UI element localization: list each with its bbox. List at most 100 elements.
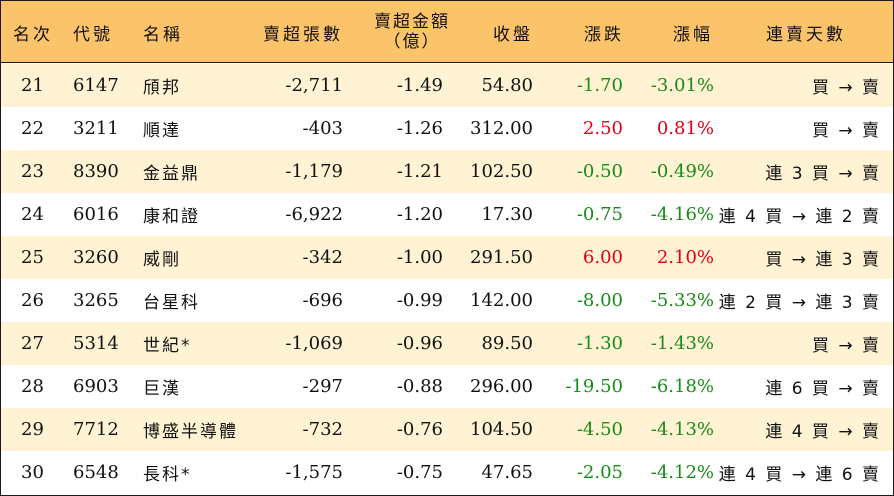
table-row: 30 6548 長科* -1,575 -0.75 47.65 -2.05 -4.12% 連 4 … bbox=[1, 451, 893, 494]
cell-net-sell-lots: -1,575 bbox=[285, 462, 343, 483]
table-row: 22 3211 順達 -403 -1.26 312.00 2.50 0.81% 買 → 賣 bbox=[1, 107, 893, 150]
cell-net-sell-lots: -403 bbox=[302, 118, 343, 139]
cell-rank: 25 bbox=[21, 247, 44, 268]
cell-close: 54.80 bbox=[481, 75, 533, 96]
cell-rank: 23 bbox=[21, 161, 44, 182]
cell-code: 3211 bbox=[73, 118, 119, 139]
cell-net-sell-amount: -0.99 bbox=[396, 290, 443, 311]
header-streak: 連賣天數 bbox=[766, 24, 846, 45]
cell-net-sell-amount: -1.21 bbox=[396, 161, 443, 182]
cell-code: 6548 bbox=[73, 462, 119, 483]
cell-name: 頎邦 bbox=[143, 78, 181, 98]
cell-rank: 28 bbox=[21, 376, 44, 397]
cell-net-sell-amount: -1.49 bbox=[396, 75, 443, 96]
header-net-sell-amount: 賣超金額 （億） bbox=[367, 1, 457, 63]
cell-rank: 29 bbox=[21, 419, 44, 440]
cell-net-sell-amount: -0.96 bbox=[396, 333, 443, 354]
table-row: 25 3260 威剛 -342 -1.00 291.50 6.00 2.10% 買 → 連 3 … bbox=[1, 236, 893, 279]
table-row: 29 7712 博盛半導體 -732 -0.76 104.50 -4.50 -4.13% 連 4… bbox=[1, 408, 893, 451]
cell-rank: 22 bbox=[21, 118, 44, 139]
cell-streak: 連 4 買 → 賣 bbox=[765, 422, 881, 442]
cell-net-sell-lots: -2,711 bbox=[285, 75, 343, 96]
cell-change: -1.30 bbox=[576, 333, 623, 354]
cell-close: 291.50 bbox=[470, 247, 533, 268]
header-net-sell-lots: 賣超張數 bbox=[263, 24, 343, 45]
cell-net-sell-lots: -732 bbox=[302, 419, 343, 440]
cell-change-pct: -6.18% bbox=[650, 376, 714, 397]
cell-net-sell-lots: -342 bbox=[302, 247, 343, 268]
cell-close: 104.50 bbox=[470, 419, 533, 440]
header-rank: 名次 bbox=[13, 24, 53, 45]
cell-streak: 買 → 賣 bbox=[811, 121, 881, 141]
cell-rank: 24 bbox=[21, 204, 44, 225]
cell-name: 長科* bbox=[143, 465, 192, 485]
cell-name: 巨漢 bbox=[143, 379, 181, 399]
cell-net-sell-amount: -1.00 bbox=[396, 247, 443, 268]
cell-name: 博盛半導體 bbox=[143, 422, 238, 442]
cell-net-sell-lots: -297 bbox=[302, 376, 343, 397]
cell-rank: 26 bbox=[21, 290, 44, 311]
cell-streak: 連 4 買 → 連 2 賣 bbox=[718, 207, 881, 227]
cell-net-sell-amount: -0.88 bbox=[396, 376, 443, 397]
cell-change-pct: 2.10% bbox=[656, 247, 714, 268]
cell-close: 47.65 bbox=[481, 462, 533, 483]
cell-net-sell-lots: -6,922 bbox=[285, 204, 343, 225]
cell-streak: 連 3 買 → 賣 bbox=[765, 164, 881, 184]
cell-close: 142.00 bbox=[470, 290, 533, 311]
table-row: 24 6016 康和證 -6,922 -1.20 17.30 -0.75 -4.16% 連 4 … bbox=[1, 193, 893, 236]
cell-streak: 買 → 連 3 賣 bbox=[765, 250, 881, 270]
cell-code: 3260 bbox=[73, 247, 119, 268]
cell-net-sell-lots: -1,069 bbox=[285, 333, 343, 354]
cell-name: 台星科 bbox=[143, 293, 200, 313]
cell-code: 6016 bbox=[73, 204, 119, 225]
cell-name: 威剛 bbox=[143, 250, 181, 270]
cell-code: 5314 bbox=[73, 333, 119, 354]
cell-close: 102.50 bbox=[470, 161, 533, 182]
header-close: 收盤 bbox=[493, 24, 533, 45]
cell-change: -1.70 bbox=[576, 75, 623, 96]
cell-close: 312.00 bbox=[470, 118, 533, 139]
cell-change-pct: -3.01% bbox=[650, 75, 714, 96]
cell-change: -0.50 bbox=[576, 161, 623, 182]
cell-change: -0.75 bbox=[576, 204, 623, 225]
header-net-sell-amount-line2: （億） bbox=[383, 32, 441, 52]
cell-change: 2.50 bbox=[582, 118, 623, 139]
cell-rank: 21 bbox=[21, 75, 44, 96]
cell-change: 6.00 bbox=[582, 247, 623, 268]
cell-net-sell-amount: -1.20 bbox=[396, 204, 443, 225]
cell-rank: 27 bbox=[21, 333, 44, 354]
cell-net-sell-lots: -1,179 bbox=[285, 161, 343, 182]
header-change-pct: 漲幅 bbox=[673, 24, 713, 45]
cell-close: 17.30 bbox=[481, 204, 533, 225]
cell-streak: 連 4 買 → 連 6 賣 bbox=[718, 465, 881, 485]
cell-change: -19.50 bbox=[565, 376, 623, 397]
cell-streak: 連 6 買 → 賣 bbox=[765, 379, 881, 399]
header-name: 名稱 bbox=[143, 24, 183, 45]
cell-change: -2.05 bbox=[576, 462, 623, 483]
table-row: 21 6147 頎邦 -2,711 -1.49 54.80 -1.70 -3.01% 買 → 賣 bbox=[1, 64, 893, 107]
header-change: 漲跌 bbox=[584, 24, 624, 45]
header-net-sell-amount-line1: 賣超金額 bbox=[374, 12, 450, 32]
cell-name: 金益鼎 bbox=[143, 164, 200, 184]
cell-change-pct: -5.33% bbox=[650, 290, 714, 311]
table-row: 23 8390 金益鼎 -1,179 -1.21 102.50 -0.50 -0.49% 連 3… bbox=[1, 150, 893, 193]
table-row: 27 5314 世紀* -1,069 -0.96 89.50 -1.30 -1.43% 買 → … bbox=[1, 322, 893, 365]
cell-code: 7712 bbox=[73, 419, 119, 440]
cell-streak: 連 2 買 → 連 3 賣 bbox=[718, 293, 881, 313]
header-code: 代號 bbox=[73, 24, 113, 45]
cell-change-pct: -1.43% bbox=[650, 333, 714, 354]
cell-change-pct: 0.81% bbox=[656, 118, 714, 139]
cell-change: -8.00 bbox=[576, 290, 623, 311]
cell-name: 順達 bbox=[143, 121, 181, 141]
cell-net-sell-amount: -0.75 bbox=[396, 462, 443, 483]
cell-close: 89.50 bbox=[481, 333, 533, 354]
cell-rank: 30 bbox=[21, 462, 44, 483]
cell-change-pct: -4.16% bbox=[650, 204, 714, 225]
cell-close: 296.00 bbox=[470, 376, 533, 397]
cell-change: -4.50 bbox=[576, 419, 623, 440]
cell-streak: 買 → 賣 bbox=[811, 336, 881, 356]
cell-net-sell-amount: -1.26 bbox=[396, 118, 443, 139]
cell-change-pct: -4.12% bbox=[650, 462, 714, 483]
cell-code: 8390 bbox=[73, 161, 119, 182]
